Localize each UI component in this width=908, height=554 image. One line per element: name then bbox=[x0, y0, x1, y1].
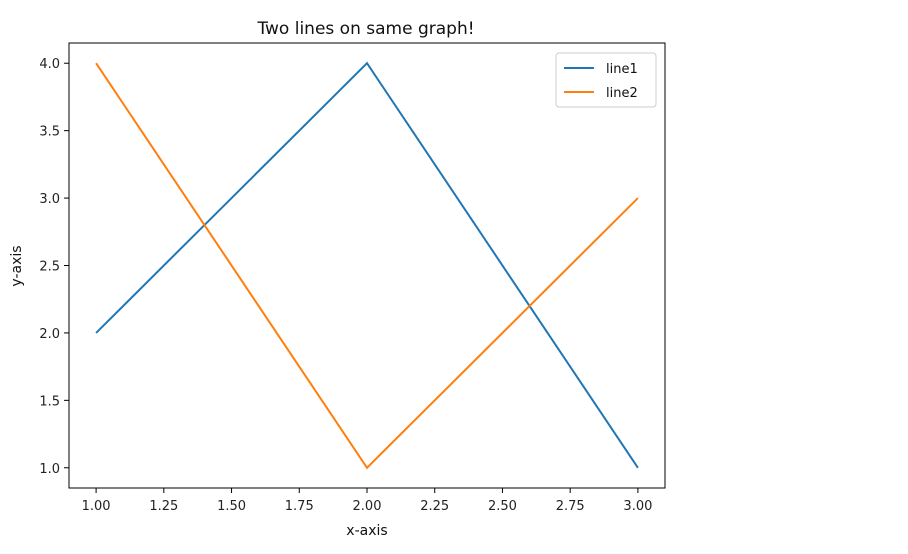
legend-box bbox=[555, 52, 657, 108]
plot-frame bbox=[68, 42, 666, 489]
legend: line1 line2 bbox=[555, 52, 657, 108]
y-tick-label: 1.0 bbox=[39, 462, 60, 477]
x-tick-label: 1.25 bbox=[149, 499, 178, 514]
y-axis-label: y-axis bbox=[9, 245, 25, 286]
series-line-line2 bbox=[95, 62, 639, 470]
x-tick-label: 2.75 bbox=[556, 499, 585, 514]
x-tick-label: 2.50 bbox=[488, 499, 517, 514]
y-axis-ticks: 1.0 1.5 2.0 2.5 3.0 3.5 4.0 bbox=[39, 57, 69, 477]
y-tick-label: 2.0 bbox=[39, 327, 60, 342]
x-axis-ticks: 1.00 1.25 1.50 1.75 2.00 2.25 2.50 2.75 3.00 bbox=[82, 488, 652, 514]
x-tick-label: 3.00 bbox=[623, 499, 652, 514]
legend-label-line2: line2 bbox=[606, 86, 638, 101]
series-line-line1 bbox=[95, 61, 639, 469]
x-tick-label: 2.25 bbox=[420, 499, 449, 514]
chart-title: Two lines on same graph! bbox=[256, 19, 474, 39]
x-tick-label: 2.00 bbox=[353, 499, 382, 514]
y-tick-label: 2.5 bbox=[39, 260, 60, 275]
x-axis-label: x-axis bbox=[346, 523, 387, 539]
y-tick-label: 3.5 bbox=[39, 125, 60, 140]
x-tick-label: 1.75 bbox=[285, 499, 314, 514]
y-tick-label: 3.0 bbox=[39, 192, 60, 207]
series-layer bbox=[95, 61, 639, 470]
y-tick-label: 1.5 bbox=[39, 394, 60, 409]
x-tick-label: 1.50 bbox=[217, 499, 246, 514]
x-tick-label: 1.00 bbox=[82, 499, 111, 514]
legend-label-line1: line1 bbox=[606, 62, 638, 77]
y-tick-label: 4.0 bbox=[39, 57, 60, 72]
